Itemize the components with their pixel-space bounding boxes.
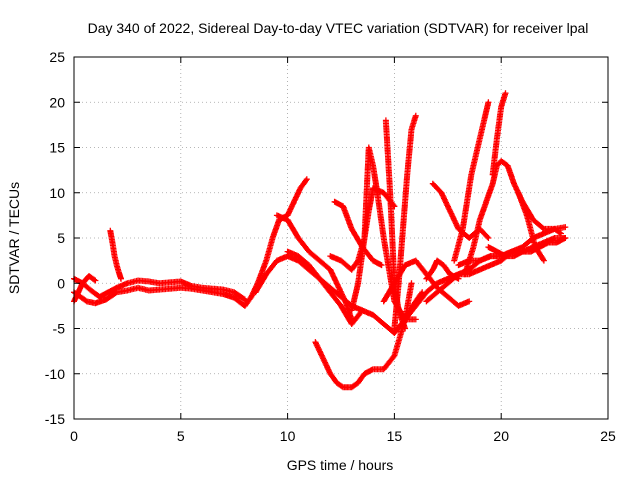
y-tick-label: 15 [49, 140, 65, 156]
x-tick-label: 10 [280, 428, 296, 444]
y-tick-label: -10 [45, 366, 65, 382]
series-track-g [284, 248, 366, 327]
marker-track [273, 212, 355, 323]
x-tick-label: 15 [387, 428, 403, 444]
y-tick-label: -5 [53, 321, 66, 337]
x-tick-label: 25 [600, 428, 616, 444]
chart-title: Day 340 of 2022, Sidereal Day-to-day VTE… [88, 20, 589, 36]
series-track-s [451, 99, 492, 264]
y-tick-label: 0 [57, 275, 65, 291]
series-track-u [489, 90, 509, 178]
axis-ticks: 0 5 10 15 20 25 -15 -10 -5 0 5 10 15 20 25 [45, 49, 616, 444]
series-track-q [423, 257, 462, 282]
y-tick-label: -15 [45, 411, 65, 427]
marker-track [451, 99, 492, 264]
series-track-x [455, 235, 569, 269]
x-tick-label: 5 [177, 428, 185, 444]
marker-track [284, 248, 366, 327]
series-track-f [273, 212, 355, 323]
y-tick-label: 10 [49, 185, 65, 201]
marker-track [107, 227, 124, 282]
x-axis-label: GPS time / hours [287, 457, 394, 473]
x-tick-label: 20 [493, 428, 509, 444]
y-tick-label: 25 [49, 49, 65, 65]
marker-track [489, 90, 509, 178]
series-track-d [107, 227, 124, 282]
y-tick-label: 20 [49, 94, 65, 110]
x-tick-label: 0 [70, 428, 78, 444]
marker-track [391, 112, 419, 332]
series-track-m [391, 112, 419, 332]
y-tick-label: 5 [57, 230, 65, 246]
marker-track [423, 257, 462, 282]
marker-track [455, 235, 569, 269]
data-series [71, 90, 569, 391]
y-axis-label: SDTVAR / TECUs [6, 182, 22, 294]
